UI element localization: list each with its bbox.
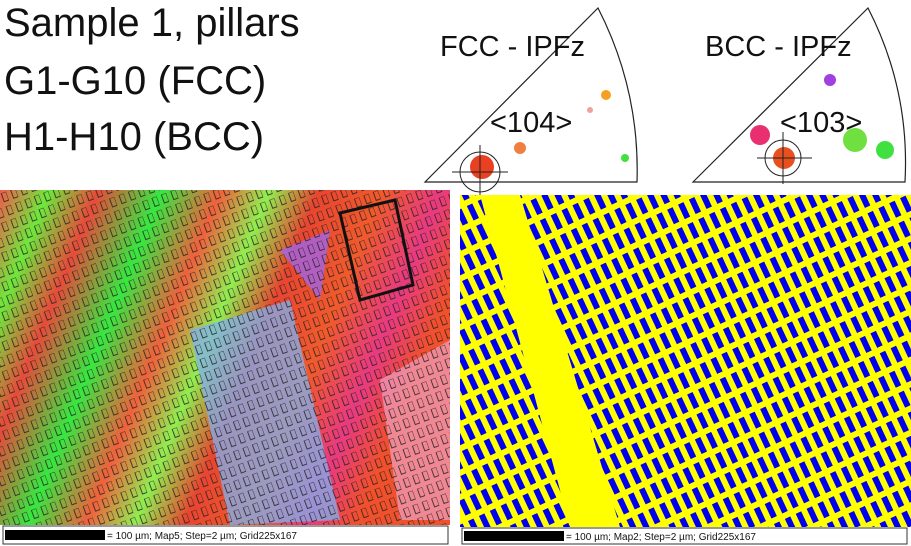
- scale-box: [2, 525, 449, 545]
- scale-text: = 100 µm; Map2; Step=2 µm; Grid225x167: [566, 532, 756, 543]
- header-line: H1-H10 (BCC): [4, 115, 264, 159]
- scale-bar: [5, 530, 105, 540]
- scale-bar: [464, 531, 564, 541]
- scale-text: = 100 µm; Map5; Step=2 µm; Grid225x167: [107, 531, 297, 542]
- bcc-map: [460, 195, 911, 527]
- ipf-points: [452, 90, 629, 199]
- ipf-direction: <103>: [780, 107, 862, 139]
- ipf-triangle: [423, 6, 638, 183]
- ipf-direction: <104>: [490, 107, 572, 139]
- fcc-map: [0, 190, 450, 525]
- ipf-title: FCC - IPFz: [440, 31, 585, 63]
- scale-box: [461, 527, 908, 545]
- header-line: Sample 1, pillars: [4, 1, 300, 45]
- ipf-title: BCC - IPFz: [705, 31, 852, 63]
- header-line: G1-G10 (FCC): [4, 59, 266, 103]
- ipf-points: [750, 74, 894, 184]
